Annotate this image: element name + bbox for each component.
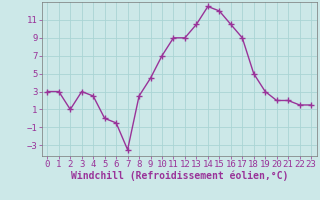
X-axis label: Windchill (Refroidissement éolien,°C): Windchill (Refroidissement éolien,°C) [70, 171, 288, 181]
